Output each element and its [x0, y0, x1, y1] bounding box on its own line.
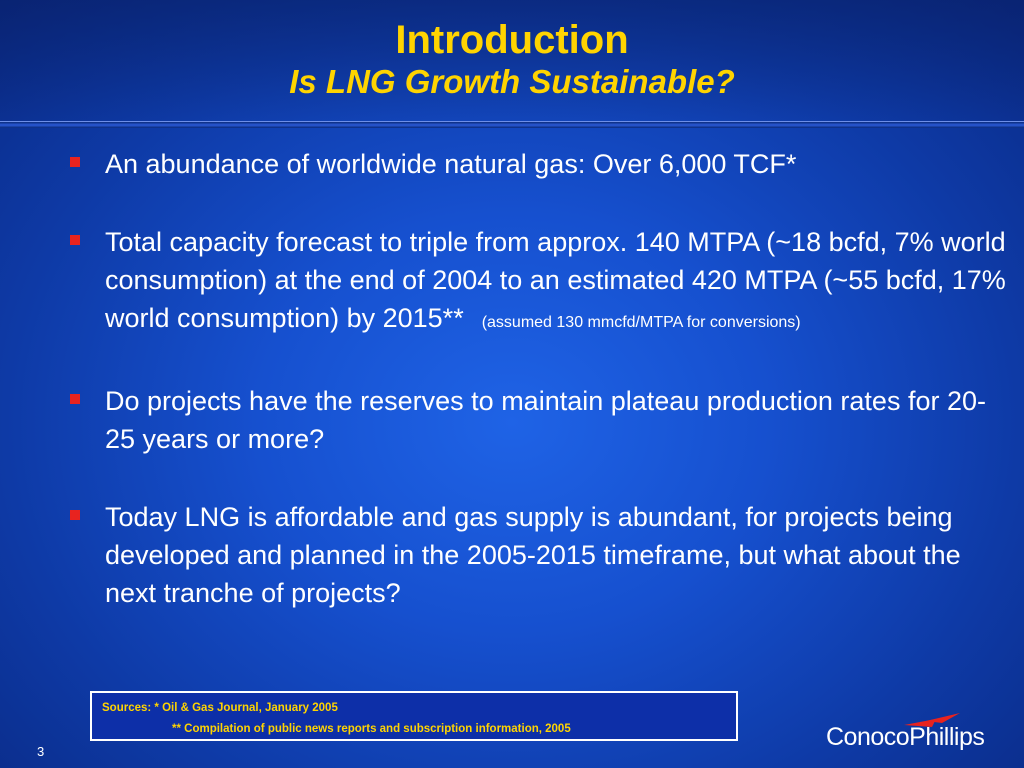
bullet-item: Total capacity forecast to triple from a…	[68, 223, 1008, 342]
slide-subtitle: Is LNG Growth Sustainable?	[289, 63, 735, 100]
source-line-1: Sources: * Oil & Gas Journal, January 20…	[102, 702, 338, 714]
bullet-text: Do projects have the reserves to maintai…	[105, 386, 986, 454]
page-number: 3	[37, 744, 45, 759]
bullet-text: Total capacity forecast to triple from a…	[105, 227, 1006, 333]
slide-title: Introduction	[395, 18, 629, 62]
logo-mark-icon	[904, 713, 960, 727]
title-divider	[0, 121, 1024, 128]
square-bullet-icon	[70, 510, 80, 520]
square-bullet-icon	[70, 235, 80, 245]
title-block: Introduction Is LNG Growth Sustainable?	[0, 18, 1024, 102]
square-bullet-icon	[70, 394, 80, 404]
bullet-item: An abundance of worldwide natural gas: O…	[68, 145, 1008, 183]
sources-box: Sources: * Oil & Gas Journal, January 20…	[90, 691, 738, 741]
bullet-text: An abundance of worldwide natural gas: O…	[105, 149, 797, 179]
bullet-item: Today LNG is affordable and gas supply i…	[68, 498, 1008, 612]
conversion-note: (assumed 130 mmcfd/MTPA for conversions)	[481, 314, 801, 331]
source-line-2: ** Compilation of public news reports an…	[172, 723, 571, 735]
bullet-text: Today LNG is affordable and gas supply i…	[105, 502, 961, 608]
square-bullet-icon	[70, 157, 80, 167]
bullet-list: An abundance of worldwide natural gas: O…	[68, 145, 1008, 612]
company-logo: ConocoPhillips	[826, 712, 1006, 752]
logo-text: ConocoPhillips	[826, 723, 985, 751]
bullet-item: Do projects have the reserves to maintai…	[68, 382, 1008, 458]
